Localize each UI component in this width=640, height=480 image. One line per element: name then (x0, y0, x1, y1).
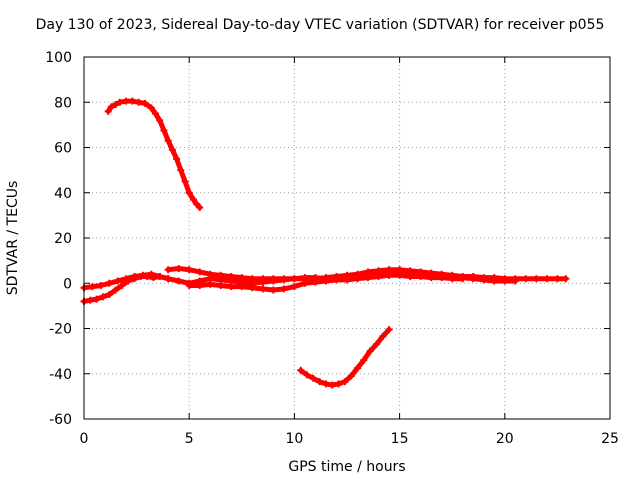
x-tick-label: 15 (391, 431, 409, 447)
y-tick-label: 0 (63, 276, 72, 292)
x-tick-label: 0 (80, 431, 89, 447)
chart-title: Day 130 of 2023, Sidereal Day-to-day VTE… (35, 17, 605, 33)
y-tick-label: 100 (45, 50, 72, 66)
x-axis-label: GPS time / hours (288, 459, 405, 475)
x-tick-label: 25 (601, 431, 619, 447)
y-axis-label: SDTVAR / TECUs (5, 181, 21, 296)
y-tick-label: -20 (49, 322, 72, 338)
y-tick-label: 60 (54, 141, 72, 157)
y-tick-label: -40 (49, 367, 72, 383)
x-tick-label: 20 (496, 431, 514, 447)
x-tick-label: 5 (185, 431, 194, 447)
y-tick-label: 40 (54, 186, 72, 202)
y-tick-label: -60 (49, 412, 72, 428)
y-tick-label: 20 (54, 231, 72, 247)
x-tick-label: 10 (285, 431, 303, 447)
series-high-arc-line (105, 98, 203, 210)
y-tick-label: 80 (54, 95, 72, 111)
tick-group: 0 5 10 15 20 25 -60 -40 -20 0 20 40 60 80 100 (45, 50, 619, 447)
plot-frame (83, 56, 611, 420)
series-group (80, 97, 570, 389)
grid-lines (84, 57, 610, 419)
